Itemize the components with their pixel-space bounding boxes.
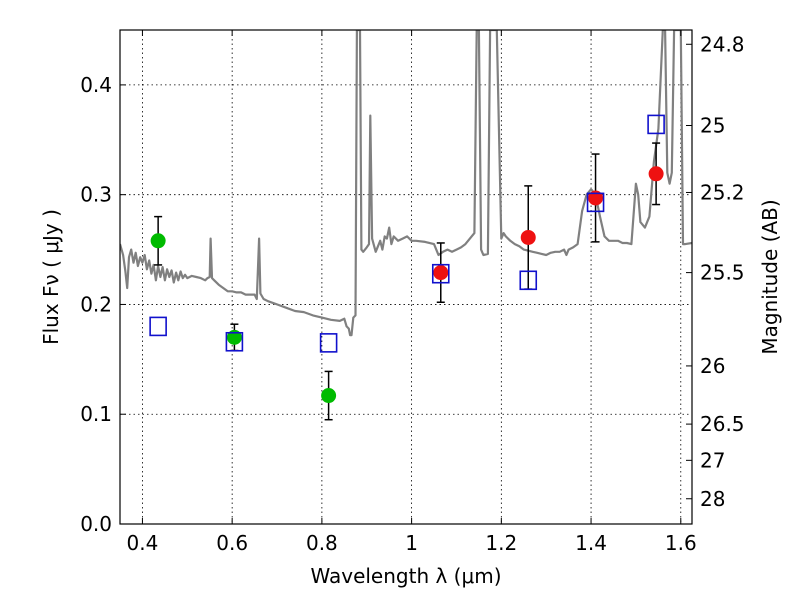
data-point [150, 233, 166, 249]
model-point [647, 114, 665, 135]
x-tick-label: 0.6 [216, 531, 248, 555]
x-tick-label: 0.8 [306, 531, 338, 555]
model-point [431, 263, 450, 284]
right-tick-label: 25.2 [700, 180, 745, 204]
model-point [319, 333, 338, 353]
right-axis-label: Magnitude (AB) [758, 199, 782, 354]
right-tick-label: 26 [700, 354, 725, 378]
x-tick-label: 1.4 [575, 531, 607, 555]
right-tick-label: 25.5 [700, 261, 745, 285]
model-point [225, 331, 244, 352]
data-point [321, 388, 337, 404]
data-point [226, 329, 242, 345]
right-tick-label: 27 [700, 448, 725, 472]
y-tick-label: 0.3 [80, 183, 112, 207]
right-tick-label: 24.8 [700, 32, 745, 56]
data-point [520, 229, 536, 245]
y-tick-label: 0.4 [80, 73, 112, 97]
axis-ticks: 0.4 0.6 0.8 1 1.2 1.4 1.6 0.0 0.1 0.2 0.3 0.4 24.8 25… [80, 30, 745, 555]
x-axis-label: Wavelength λ (μm) [310, 564, 501, 588]
data-point [588, 190, 604, 206]
model-point [586, 192, 605, 213]
right-tick-label: 28 [700, 487, 725, 511]
y-tick-label: 0.0 [80, 512, 112, 536]
right-tick-label: 25 [700, 114, 725, 138]
model-point [519, 270, 538, 291]
x-tick-label: 1.2 [485, 531, 517, 555]
plot-area [120, 30, 692, 421]
y-tick-label: 0.2 [80, 292, 112, 316]
x-tick-label: 1.6 [665, 531, 697, 555]
y-tick-label: 0.1 [80, 402, 112, 426]
plot-frame [119, 29, 693, 525]
sed-line [120, 30, 692, 337]
data-point [648, 166, 664, 182]
x-tick-label: 1 [405, 531, 418, 555]
data-point [433, 265, 449, 281]
model-point [149, 316, 167, 337]
right-tick-label: 26.5 [700, 412, 745, 436]
grid [120, 30, 692, 525]
x-tick-label: 0.4 [127, 531, 159, 555]
y-axis-label: Flux Fν ( μJy ) [39, 209, 63, 345]
